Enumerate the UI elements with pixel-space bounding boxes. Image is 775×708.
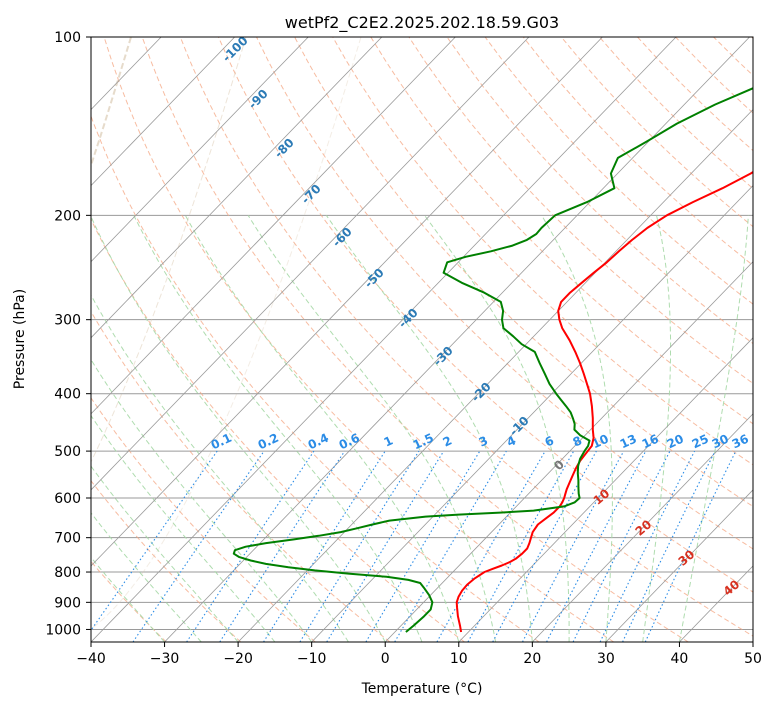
moist-adiabat [91, 294, 349, 642]
dry-adiabat [141, 37, 689, 642]
dry-adiabat [332, 37, 753, 466]
x-axis-ticks: −40 −30 −20 −10 0 10 20 30 40 50 [76, 642, 762, 667]
moist-adiabat [184, 215, 460, 642]
mixing-ratio-line [326, 450, 445, 642]
x-tick-label: 20 [523, 651, 541, 667]
wet-bulb-isotherms [91, 37, 362, 630]
temperature-profile-line [455, 170, 753, 633]
x-tick-label: 10 [450, 651, 468, 667]
y-axis-label: Pressure (hPa) [12, 289, 28, 389]
dry-adiabat [91, 397, 316, 642]
mixing-ratio-label: 16 [640, 432, 661, 452]
mixing-ratio-line [436, 450, 546, 642]
wet-bulb-curve [91, 37, 362, 630]
isotherm-line [532, 413, 753, 642]
plot-frame [90, 36, 754, 643]
x-tick-label: −20 [223, 651, 253, 667]
mixing-ratio-line [572, 450, 671, 642]
x-axis-label: Temperature (°C) [361, 681, 483, 697]
mixing-ratio-label: 20 [665, 432, 686, 452]
moist-adiabat [424, 215, 570, 642]
y-tick-label: 300 [54, 313, 81, 329]
dry-adiabat [91, 310, 391, 642]
dry-adiabat [91, 218, 465, 642]
y-tick-label: 200 [54, 208, 81, 224]
isotherm-line [91, 37, 456, 415]
sounding-series [232, 87, 753, 633]
isotherms [91, 37, 753, 642]
y-tick-label: 500 [54, 444, 81, 460]
mixing-ratio-line [132, 450, 265, 642]
mixing-ratio-line [91, 450, 218, 632]
mixing-ratio-label: 13 [618, 432, 639, 452]
isotherm-line [91, 37, 235, 187]
isotherm-line [91, 37, 383, 339]
y-tick-label: 900 [54, 595, 81, 611]
isotherm-line [91, 37, 530, 491]
mixing-ratio-line [522, 450, 625, 642]
mixing-ratio-line [492, 450, 597, 642]
dry-adiabat [446, 37, 753, 345]
y-tick-label: 800 [54, 565, 81, 581]
background-lines [91, 37, 753, 642]
x-tick-label: 40 [671, 651, 689, 667]
dry-adiabat [103, 37, 614, 642]
mixing-ratio-line [599, 450, 696, 642]
isotherm-line [605, 489, 753, 642]
mixing-ratio-label: 10 [590, 432, 611, 452]
moist-adiabat [91, 215, 386, 642]
wet-bulb-curve [91, 37, 247, 464]
x-tick-label: −10 [297, 651, 327, 667]
y-tick-label: 600 [54, 491, 81, 507]
moist-adiabat [541, 215, 613, 642]
y-tick-label: 700 [54, 531, 81, 547]
mixing-ratio-line [467, 450, 575, 642]
y-tick-label: 400 [54, 387, 81, 403]
mixing-ratio-label: 36 [730, 432, 751, 452]
dewpoint-profile-line [232, 87, 753, 633]
chart-title: wetPf2_C2E2.2025.202.18.59.G03 [285, 13, 559, 33]
mixing-ratio-label: 30 [710, 432, 731, 452]
isotherm-line [91, 37, 309, 263]
moist-adiabat [642, 215, 672, 642]
y-axis-ticks: 100 200 300 400 500 600 700 800 900 1000 [45, 30, 91, 638]
y-tick-label: 1000 [45, 622, 81, 638]
moist-adiabat [91, 556, 165, 642]
mixing-ratio-label: 25 [690, 432, 711, 452]
x-tick-label: 30 [597, 651, 615, 667]
x-tick-label: −40 [76, 651, 106, 667]
isotherm-line [384, 261, 753, 642]
dry-adiabat [408, 37, 753, 384]
mixing-ratio-line [186, 450, 315, 642]
isotherm-line [91, 37, 677, 642]
dry-adiabat [91, 479, 242, 642]
x-tick-label: 50 [744, 651, 762, 667]
isotherm-line [458, 337, 753, 642]
x-tick-label: 0 [381, 651, 390, 667]
moist-adiabat [247, 215, 497, 642]
dry-adiabat [294, 37, 753, 508]
y-tick-label: 100 [54, 30, 81, 46]
dry-adiabats [91, 37, 753, 642]
dry-adiabat [91, 560, 167, 642]
isotherm-line [237, 108, 753, 642]
moist-adiabat [91, 465, 239, 642]
moist-adiabats [91, 215, 749, 642]
isotherm-line [311, 185, 753, 642]
isotherm-line [91, 37, 603, 567]
mixing-ratio-line [263, 450, 386, 642]
dry-adiabat [91, 114, 540, 642]
dry-adiabat [256, 37, 753, 550]
moist-adiabat [91, 512, 202, 642]
x-tick-label: −30 [150, 651, 180, 667]
moist-adiabat [133, 215, 423, 642]
